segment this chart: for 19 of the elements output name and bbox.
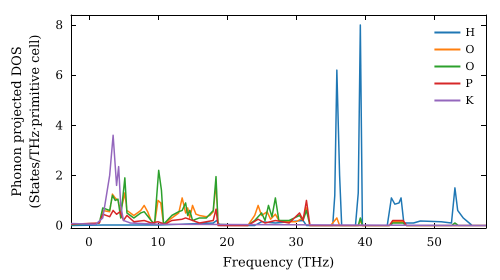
x-tick-label: 20 bbox=[219, 235, 235, 249]
x-tick-label: 10 bbox=[150, 235, 166, 249]
legend-label: O bbox=[465, 60, 474, 73]
legend-label: P bbox=[465, 77, 474, 90]
legend-label: O bbox=[465, 43, 474, 56]
y-tick-label: 2 bbox=[55, 168, 63, 182]
legend-label: H bbox=[465, 26, 475, 39]
x-tick-label: 40 bbox=[358, 235, 373, 249]
y-axis-title: Phonon projected DOS (States/THz·primitive cell) bbox=[10, 34, 43, 209]
x-axis-title: Frequency (THz) bbox=[222, 256, 334, 270]
x-tick-label: 50 bbox=[426, 235, 442, 249]
legend-label: K bbox=[465, 94, 474, 107]
x-tick-label: 0 bbox=[85, 235, 93, 249]
y-tick-label: 0 bbox=[55, 218, 63, 232]
y-tick-label: 6 bbox=[55, 68, 63, 82]
y-tick-label: 8 bbox=[55, 18, 63, 32]
y-tick-label: 4 bbox=[55, 118, 64, 132]
x-tick-label: 30 bbox=[288, 235, 304, 249]
line-series bbox=[70, 134, 487, 226]
